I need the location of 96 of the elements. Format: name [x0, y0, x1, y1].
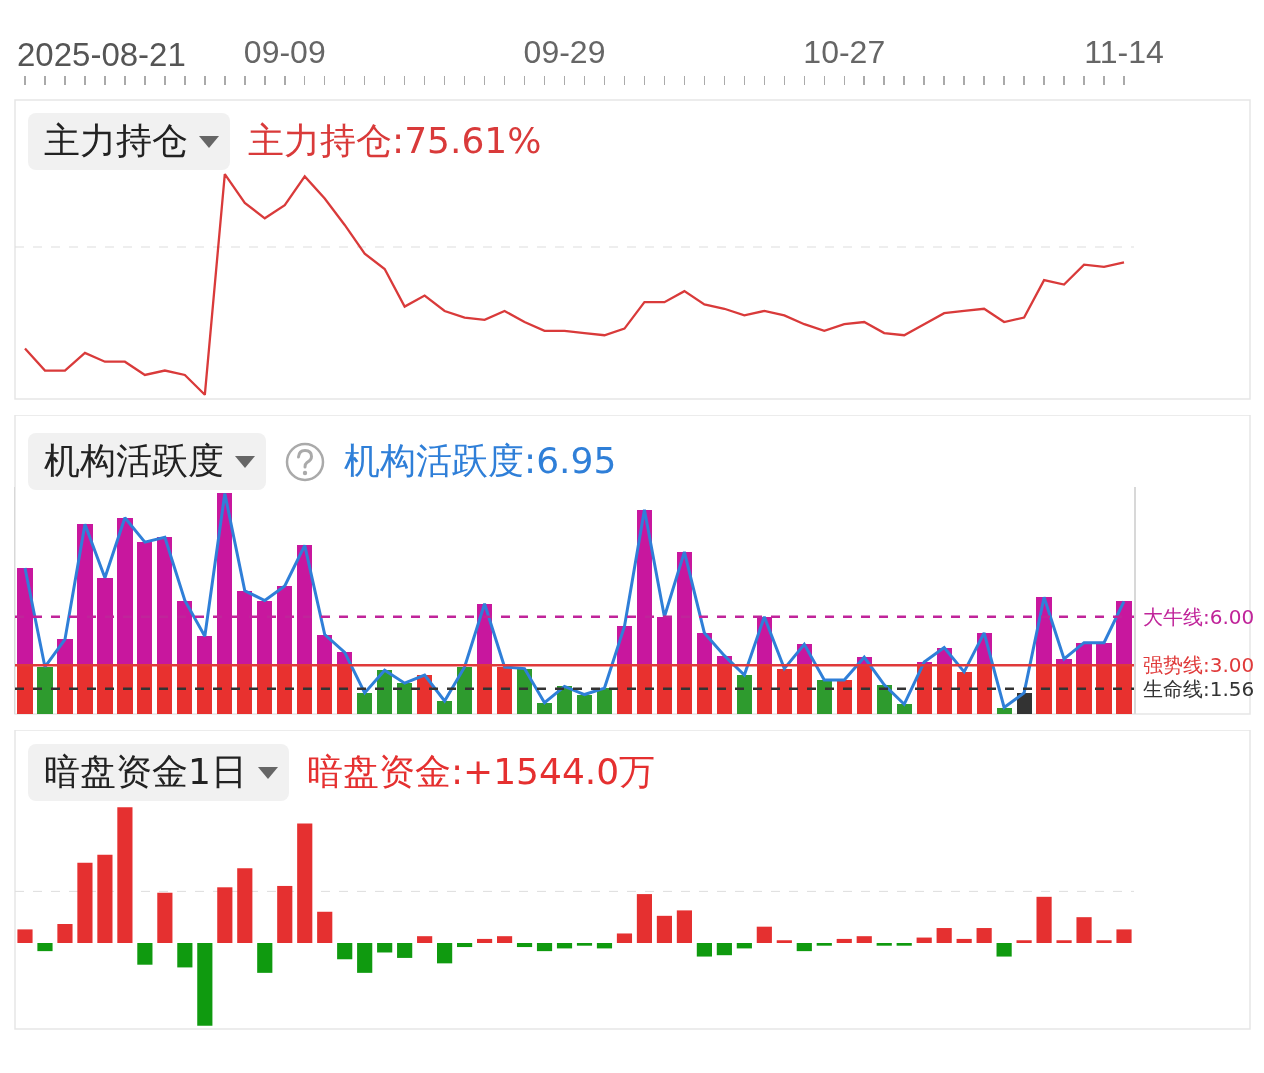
bar [37, 666, 53, 714]
bar [516, 942, 533, 948]
bar [117, 807, 133, 943]
bar [1076, 917, 1092, 943]
bar [796, 942, 812, 952]
x-tick-label: 09-09 [243, 34, 326, 71]
bar [856, 936, 872, 943]
bar [1116, 601, 1132, 666]
x-tick-label: 09-29 [523, 34, 606, 71]
bar [836, 938, 852, 943]
bar [197, 942, 213, 1026]
bar [596, 942, 613, 949]
bar [217, 887, 233, 943]
bar [357, 942, 373, 973]
bar [976, 928, 992, 943]
chart-subtitle: 机构活跃度:6.95 [344, 439, 617, 483]
bar [896, 942, 912, 946]
bar [457, 666, 473, 714]
ref-line-label: 强势线:3.00 [1143, 653, 1255, 677]
bar [1056, 940, 1072, 943]
bar [357, 692, 373, 714]
bar [536, 942, 553, 952]
ref-line-label: 大牛线:6.00 [1143, 605, 1255, 629]
chart-subtitle: 主力持仓:75.61% [248, 119, 542, 163]
bar [417, 936, 433, 943]
bar [257, 942, 273, 973]
bar [437, 942, 453, 964]
bar [117, 517, 133, 666]
bar [776, 668, 792, 714]
bar [17, 929, 33, 943]
x-tick-label: 10-27 [803, 34, 886, 71]
bar [636, 894, 653, 943]
bar [457, 942, 473, 948]
bar [956, 938, 972, 943]
bar [157, 537, 173, 666]
bar [616, 933, 633, 943]
bar [377, 942, 393, 953]
bar [536, 702, 553, 714]
bar [696, 942, 712, 957]
chart-title: 主力持仓 [44, 119, 188, 163]
text: 2025-08-21 [17, 36, 186, 73]
bar [556, 942, 573, 949]
bar [1016, 692, 1032, 714]
bar [1116, 929, 1132, 943]
bar [437, 701, 453, 714]
bar [576, 942, 593, 946]
bar [676, 910, 692, 943]
bar [277, 885, 293, 943]
bar [317, 911, 333, 943]
bar [936, 928, 952, 943]
bar [656, 915, 673, 943]
bar [297, 823, 313, 943]
bar [37, 942, 53, 952]
bar [956, 671, 972, 714]
bar [836, 679, 852, 714]
bar [736, 942, 752, 949]
bar [476, 938, 493, 943]
bar [77, 862, 93, 943]
bar [197, 636, 213, 666]
bar [137, 942, 153, 965]
bar [397, 683, 413, 714]
bar [716, 942, 732, 956]
bar [397, 942, 413, 958]
bar [876, 942, 892, 946]
bar [237, 868, 253, 943]
bar [237, 590, 253, 666]
bar [157, 892, 173, 943]
bar [177, 942, 193, 968]
bar [576, 694, 593, 714]
bar [596, 688, 613, 714]
bar [1096, 642, 1112, 666]
bar [896, 704, 912, 714]
bar [656, 616, 673, 666]
chart-subtitle: 暗盘资金:+1544.0万 [306, 750, 656, 794]
bar [1036, 896, 1052, 943]
bar [57, 923, 73, 943]
bar [996, 942, 1012, 957]
bar [137, 542, 153, 666]
bar [1016, 940, 1032, 943]
bar [257, 600, 273, 666]
bar [736, 675, 752, 714]
x-tick-label: 11-14 [1084, 34, 1164, 71]
bar [496, 936, 513, 943]
chart-title: 机构活跃度 [44, 439, 224, 483]
bar [97, 577, 113, 666]
bar [756, 926, 772, 943]
chart-title: 暗盘资金1日 [44, 750, 247, 794]
bar [816, 679, 832, 714]
bar [816, 942, 832, 946]
bar [776, 940, 792, 943]
ref-line-label: 生命线:1.56 [1143, 677, 1255, 701]
bar [916, 937, 932, 943]
bar [97, 854, 113, 943]
bar [277, 585, 293, 666]
bar [1096, 940, 1112, 943]
bar [337, 942, 353, 960]
